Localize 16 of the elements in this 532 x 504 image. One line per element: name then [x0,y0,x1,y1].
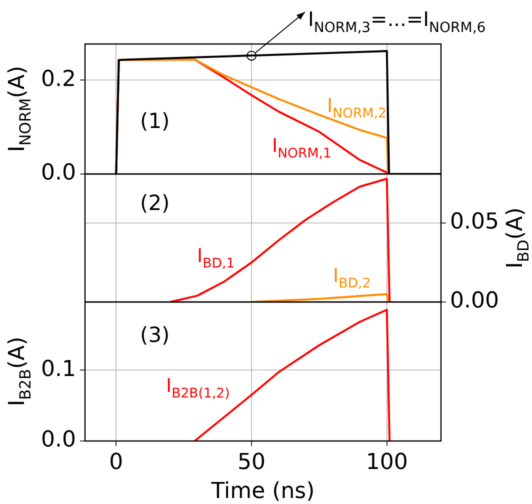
y-tick-label: 0.0 [41,428,76,453]
y-axis-title: IB2B(A) [5,336,35,406]
y2-axis-title: IBD(A) [503,207,532,269]
y-tick-label: 0.0 [41,160,76,186]
x-tick-label: 100 [366,450,408,475]
y2-tick-label: 0.05 [450,210,499,235]
x-tick-label: 50 [237,450,266,475]
annotation: (1) [140,109,170,133]
x-tick-label: 0 [109,450,124,475]
y-tick-label: 0.2 [41,66,76,92]
annotation: (2) [140,191,170,215]
y-tick-label: 0.1 [41,356,76,382]
x-axis-title: Time (ns) [210,479,315,504]
y-axis-title: INORM(A) [5,66,35,152]
y2-tick-label: 0.00 [450,288,499,314]
annotation: (3) [140,323,170,347]
